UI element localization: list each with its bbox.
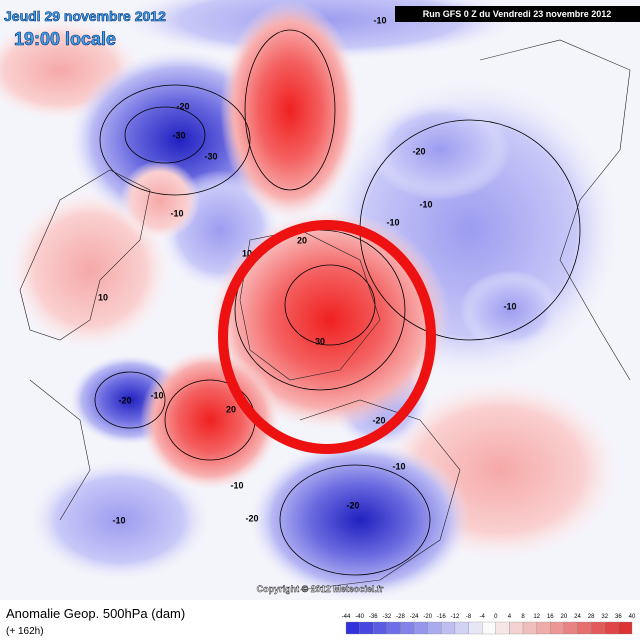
contour-label: -10 [150,390,163,400]
color-swatch [509,621,524,635]
legend-tick-label: 20 [561,614,568,620]
contour-label: 20 [226,404,236,414]
color-swatch [618,621,633,635]
contour-label: 30 [315,336,325,346]
legend-tick-label: 24 [574,614,581,620]
coastlines [19,39,631,591]
legend-tick-label: -8 [466,614,472,620]
field-title: Anomalie Geop. 500hPa (dam) [6,606,185,621]
forecast-time: 19:00 locale [14,29,116,49]
color-swatch [522,621,537,635]
legend-tick-label: 8 [521,614,525,620]
color-swatch [577,621,592,635]
color-swatch [359,621,374,635]
legend-tick-label: -20 [423,614,432,620]
color-swatch [536,621,551,635]
contour-label: 20 [297,235,307,245]
contour-label: -10 [230,480,243,490]
anomaly-field [0,0,620,600]
color-swatch [373,621,388,635]
contour-label: -10 [112,515,125,525]
legend-tick-label: 0 [494,614,498,620]
contour-label: -10 [373,15,386,25]
contour-label: -20 [118,395,131,405]
contour-label: -20 [346,500,359,510]
legend-tick-label: -28 [396,614,405,620]
contour-label: -20 [412,146,425,156]
contour-label: -20 [372,415,385,425]
color-legend: -44 -40 -36 -32 -28 -24 -20 -16 -12 -8 -4 0 4 8 12 16 20… [342,614,636,635]
legend-tick-label: -4 [480,614,486,620]
color-swatch [495,621,510,635]
legend-tick-label: 28 [588,614,595,620]
color-swatch [345,621,360,635]
contour-label: -10 [392,461,405,471]
color-swatch [454,621,469,635]
contour-label: -10 [419,199,432,209]
legend-tick-label: 36 [615,614,622,620]
legend-tick-label: -36 [369,614,378,620]
legend-tick-label: -32 [383,614,392,620]
legend-tick-label: -44 [342,614,351,620]
color-swatch [482,621,496,635]
highlight-circle [218,220,436,454]
contour-label: 10 [98,292,108,302]
legend-tick-label: -40 [355,614,364,620]
contour-label: -20 [176,101,189,111]
forecast-date: Jeudi 29 novembre 2012 [4,8,166,24]
legend-tick-label: 32 [601,614,608,620]
contour-label: -10 [170,208,183,218]
contour-label: -30 [204,151,217,161]
contour-label: -10 [503,301,516,311]
lead-time: (+ 162h) [6,626,44,637]
legend-tick-label: -12 [451,614,460,620]
legend-tick-label: 16 [547,614,554,620]
color-swatch [400,621,415,635]
color-swatch [427,621,442,635]
run-info: Run GFS 0 Z du Vendredi 23 novembre 2012 [423,9,612,19]
legend-tick-label: 12 [533,614,540,620]
legend-tick-label: 40 [629,614,636,620]
run-banner [395,6,640,22]
color-swatch [550,621,565,635]
color-swatch [604,621,619,635]
color-swatch [590,621,605,635]
contour-label: -20 [245,513,258,523]
contour-label: 10 [242,248,252,258]
color-swatch [563,621,578,635]
color-swatch [441,621,456,635]
legend-tick-label: 4 [508,614,512,620]
color-swatch [413,621,428,635]
color-swatch [468,621,483,635]
contour-label: -10 [386,217,399,227]
legend-tick-label: -24 [410,614,419,620]
contour-label: -30 [172,130,185,140]
legend-tick-label: -16 [437,614,446,620]
contour-labels: -10 -20 -30 -30 -10 10 20 30 20 10 -20 -… [98,15,517,525]
color-swatch [386,621,401,635]
copyright: Copyright © 2012 Meteociel.fr [257,584,384,594]
